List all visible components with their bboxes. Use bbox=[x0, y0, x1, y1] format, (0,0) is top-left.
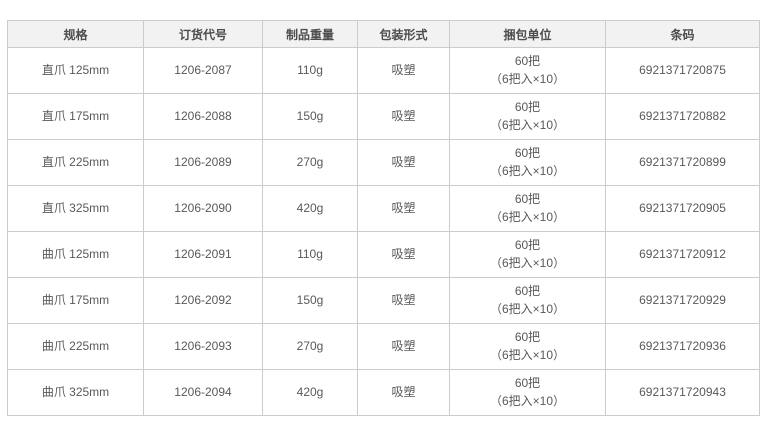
cell-spec: 直爪 125mm bbox=[7, 47, 144, 94]
table-row: 曲爪 175mm 1206-2092 150g 吸塑 60把 （6把入×10） … bbox=[7, 277, 760, 324]
cell-order-code: 1206-2091 bbox=[143, 231, 263, 278]
header-packaging: 包装形式 bbox=[357, 20, 450, 48]
cell-spec: 曲爪 125mm bbox=[7, 231, 144, 278]
cell-spec: 曲爪 175mm bbox=[7, 277, 144, 324]
cell-bundle-unit: 60把 （6把入×10） bbox=[449, 369, 606, 416]
cell-barcode: 6921371720943 bbox=[605, 369, 760, 416]
cell-packaging: 吸塑 bbox=[357, 139, 450, 186]
cell-bundle-unit: 60把 （6把入×10） bbox=[449, 139, 606, 186]
header-order-code: 订货代号 bbox=[143, 20, 263, 48]
cell-spec: 直爪 325mm bbox=[7, 185, 144, 232]
cell-weight: 150g bbox=[262, 277, 358, 324]
cell-barcode: 6921371720899 bbox=[605, 139, 760, 186]
cell-weight: 420g bbox=[262, 369, 358, 416]
product-spec-table: 规格 订货代号 制品重量 包装形式 捆包单位 条码 直爪 125mm 1206-… bbox=[7, 20, 760, 416]
cell-order-code: 1206-2093 bbox=[143, 323, 263, 370]
cell-weight: 110g bbox=[262, 231, 358, 278]
table-row: 直爪 225mm 1206-2089 270g 吸塑 60把 （6把入×10） … bbox=[7, 139, 760, 186]
cell-spec: 直爪 225mm bbox=[7, 139, 144, 186]
cell-bundle-unit: 60把 （6把入×10） bbox=[449, 277, 606, 324]
cell-order-code: 1206-2090 bbox=[143, 185, 263, 232]
cell-packaging: 吸塑 bbox=[357, 185, 450, 232]
cell-packaging: 吸塑 bbox=[357, 47, 450, 94]
header-bundle-unit: 捆包单位 bbox=[449, 20, 606, 48]
header-spec: 规格 bbox=[7, 20, 144, 48]
cell-packaging: 吸塑 bbox=[357, 277, 450, 324]
cell-bundle-unit: 60把 （6把入×10） bbox=[449, 47, 606, 94]
cell-packaging: 吸塑 bbox=[357, 323, 450, 370]
cell-weight: 420g bbox=[262, 185, 358, 232]
table-row: 曲爪 225mm 1206-2093 270g 吸塑 60把 （6把入×10） … bbox=[7, 323, 760, 370]
table-row: 直爪 325mm 1206-2090 420g 吸塑 60把 （6把入×10） … bbox=[7, 185, 760, 232]
cell-bundle-unit: 60把 （6把入×10） bbox=[449, 231, 606, 278]
cell-bundle-unit: 60把 （6把入×10） bbox=[449, 185, 606, 232]
cell-order-code: 1206-2089 bbox=[143, 139, 263, 186]
cell-packaging: 吸塑 bbox=[357, 369, 450, 416]
cell-bundle-unit: 60把 （6把入×10） bbox=[449, 93, 606, 140]
cell-spec: 曲爪 225mm bbox=[7, 323, 144, 370]
header-barcode: 条码 bbox=[605, 20, 760, 48]
cell-packaging: 吸塑 bbox=[357, 231, 450, 278]
cell-weight: 270g bbox=[262, 323, 358, 370]
cell-barcode: 6921371720905 bbox=[605, 185, 760, 232]
table-row: 直爪 125mm 1206-2087 110g 吸塑 60把 （6把入×10） … bbox=[7, 47, 760, 94]
cell-order-code: 1206-2094 bbox=[143, 369, 263, 416]
cell-barcode: 6921371720882 bbox=[605, 93, 760, 140]
cell-spec: 曲爪 325mm bbox=[7, 369, 144, 416]
cell-barcode: 6921371720875 bbox=[605, 47, 760, 94]
table-row: 曲爪 125mm 1206-2091 110g 吸塑 60把 （6把入×10） … bbox=[7, 231, 760, 278]
table-row: 曲爪 325mm 1206-2094 420g 吸塑 60把 （6把入×10） … bbox=[7, 369, 760, 416]
cell-weight: 270g bbox=[262, 139, 358, 186]
header-weight: 制品重量 bbox=[262, 20, 358, 48]
cell-bundle-unit: 60把 （6把入×10） bbox=[449, 323, 606, 370]
cell-weight: 150g bbox=[262, 93, 358, 140]
cell-order-code: 1206-2087 bbox=[143, 47, 263, 94]
cell-order-code: 1206-2092 bbox=[143, 277, 263, 324]
cell-spec: 直爪 175mm bbox=[7, 93, 144, 140]
table-header-row: 规格 订货代号 制品重量 包装形式 捆包单位 条码 bbox=[7, 20, 760, 48]
cell-packaging: 吸塑 bbox=[357, 93, 450, 140]
cell-barcode: 6921371720936 bbox=[605, 323, 760, 370]
cell-barcode: 6921371720912 bbox=[605, 231, 760, 278]
cell-order-code: 1206-2088 bbox=[143, 93, 263, 140]
cell-barcode: 6921371720929 bbox=[605, 277, 760, 324]
cell-weight: 110g bbox=[262, 47, 358, 94]
table-row: 直爪 175mm 1206-2088 150g 吸塑 60把 （6把入×10） … bbox=[7, 93, 760, 140]
